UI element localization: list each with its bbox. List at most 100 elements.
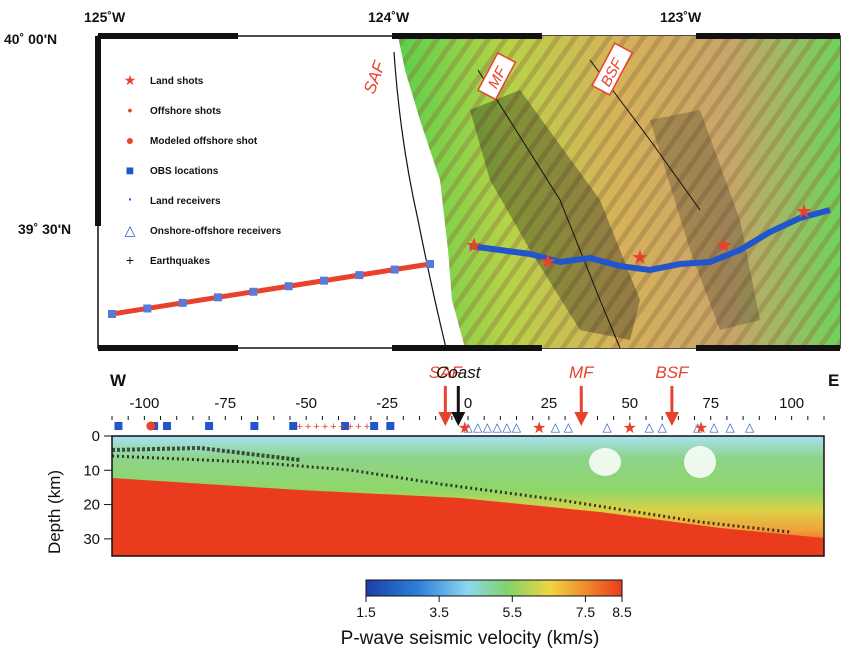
- receiver-triangle: △: [483, 420, 493, 434]
- legend-symbol-triangle: △: [125, 222, 136, 238]
- obs-square: [426, 260, 434, 268]
- obs-squares: [108, 260, 434, 318]
- low-coverage-zone: [589, 448, 621, 476]
- legend-symbol-plus: +: [126, 252, 134, 268]
- depth-tick-label: 20: [83, 497, 100, 514]
- relief-shading: [398, 36, 840, 348]
- map-legend: ★ Land shots • Offshore shots ● Modeled offsh…: [124, 72, 282, 268]
- land-shot-star: ★: [465, 235, 483, 257]
- marker-label-coast: Coast: [436, 363, 482, 382]
- mf-trace: [477, 69, 621, 349]
- distance-tick-label: 100: [779, 395, 804, 412]
- obs-marker: [289, 422, 298, 430]
- obs-marker: [250, 422, 259, 430]
- marker-label-mf: MF: [569, 363, 595, 382]
- legend-symbol-tiny-dot: ·: [127, 188, 134, 210]
- lon-label-123: 123˚W: [660, 9, 702, 25]
- legend-symbol-star: ★: [124, 72, 137, 88]
- legend-label: Onshore-offshore receivers: [150, 226, 282, 237]
- receiver-triangle: △: [658, 420, 668, 434]
- marker-arrow-head: [574, 412, 589, 426]
- obs-square: [143, 304, 152, 313]
- land-receiver-line: [469, 207, 831, 274]
- earthquake-cluster: [470, 90, 640, 340]
- lat-label-40: 40˚ 00'N: [4, 31, 57, 47]
- earthquake-cluster-east: [650, 110, 760, 330]
- mantle-layer: [112, 478, 824, 556]
- receiver-triangle: △: [645, 420, 655, 434]
- colorbar-gradient: [365, 579, 623, 597]
- saf-trace: [393, 51, 447, 349]
- distance-tick-label: -50: [295, 395, 317, 412]
- obs-square: [214, 293, 222, 302]
- marker-label-saf: SAF: [429, 363, 464, 382]
- offshore-shot-marker: +: [364, 421, 370, 433]
- legend-symbol-square: ■: [126, 162, 134, 178]
- section-west-label: W: [110, 371, 127, 390]
- marker-arrow-head: [451, 412, 466, 426]
- legend-label: Land receivers: [150, 196, 221, 207]
- distance-tick-label: 25: [541, 395, 558, 412]
- obs-square: [284, 282, 293, 291]
- distance-tick-label: -25: [376, 395, 398, 412]
- depth-tick-label: 0: [92, 428, 100, 445]
- land-shot-star: ★: [795, 201, 813, 223]
- obs-square: [320, 276, 328, 285]
- legend-symbol-small-dot: •: [128, 102, 133, 118]
- obs-marker: [370, 422, 379, 430]
- colorbar-tick-label: 1.5: [356, 604, 376, 620]
- receiver-triangle: △: [745, 420, 755, 434]
- depth-tick-label: 30: [83, 531, 100, 548]
- obs-marker: [205, 422, 214, 430]
- obs-square: [355, 271, 364, 280]
- marker-arrow-head: [438, 412, 453, 426]
- land-shot-star: ★: [715, 235, 733, 257]
- distance-tick-label: 50: [621, 395, 638, 412]
- receiver-triangle: △: [473, 420, 483, 434]
- lon-label-125: 125˚W: [84, 9, 126, 25]
- obs-square: [108, 310, 116, 318]
- offshore-shot-marker: +: [322, 421, 328, 433]
- land-shot-star: ★: [623, 420, 637, 437]
- depth-axis: 0 10 20 30: [83, 428, 112, 548]
- colorbar-ticks: 1.5 3.5 5.5 7.5 8.5: [356, 596, 632, 620]
- obs-marker: [114, 422, 123, 430]
- legend-label: Offshore shots: [150, 106, 222, 117]
- colorbar-title: P-wave seismic velocity (km/s): [341, 628, 600, 649]
- receiver-triangle: △: [551, 420, 561, 434]
- receiver-triangle: △: [463, 420, 473, 434]
- offshore-shot-marker: +: [355, 421, 361, 433]
- lon-label-124: 124˚W: [368, 9, 410, 25]
- colorbar-tick-label: 3.5: [429, 604, 449, 620]
- distance-tick-label: 0: [464, 395, 472, 412]
- depth-tick-label: 10: [83, 462, 100, 479]
- obs-square: [249, 287, 258, 296]
- obs-square: [390, 265, 399, 274]
- receiver-row: + + + + + + + + + △ △ △ △ △ △ △ △ △ △ △ △ △ △ △★ ★ ★ ★: [114, 420, 755, 437]
- land-shot-star: ★: [694, 420, 708, 437]
- offshore-shot-marker: +: [313, 421, 319, 433]
- colorbar-tick-label: 7.5: [576, 604, 596, 620]
- legend-label: Land shots: [150, 76, 204, 87]
- distance-tick-label: 75: [702, 395, 719, 412]
- receiver-triangle: △: [493, 420, 503, 434]
- marker-label-bsf: BSF: [655, 363, 690, 382]
- receiver-triangle: △: [512, 420, 522, 434]
- depth-axis-title: Depth (km): [45, 470, 64, 554]
- lat-label-39-30: 39˚ 30'N: [18, 221, 71, 237]
- section-frame: [111, 435, 825, 557]
- map-panel: ★ ★ ★ ★ ★ ★ Land shots • Offshore shots ● Modeled…: [4, 9, 841, 351]
- land-shot-star: ★: [631, 247, 649, 269]
- receiver-triangle: △: [709, 420, 719, 434]
- low-coverage-zone-east: [684, 446, 716, 478]
- distance-tick-label: -100: [129, 395, 159, 412]
- distance-axis: -100 -75 -50 -25 0 25 50 75 100: [111, 395, 825, 420]
- land-shot-star: ★: [458, 420, 472, 437]
- marker-arrow-head: [664, 412, 679, 426]
- receiver-triangle: △: [693, 420, 703, 434]
- offshore-shot-marker: +: [347, 421, 353, 433]
- section-east-label: E: [828, 371, 839, 390]
- colorbar: 1.5 3.5 5.5 7.5 8.5 P-wave seismic velocity …: [341, 579, 632, 649]
